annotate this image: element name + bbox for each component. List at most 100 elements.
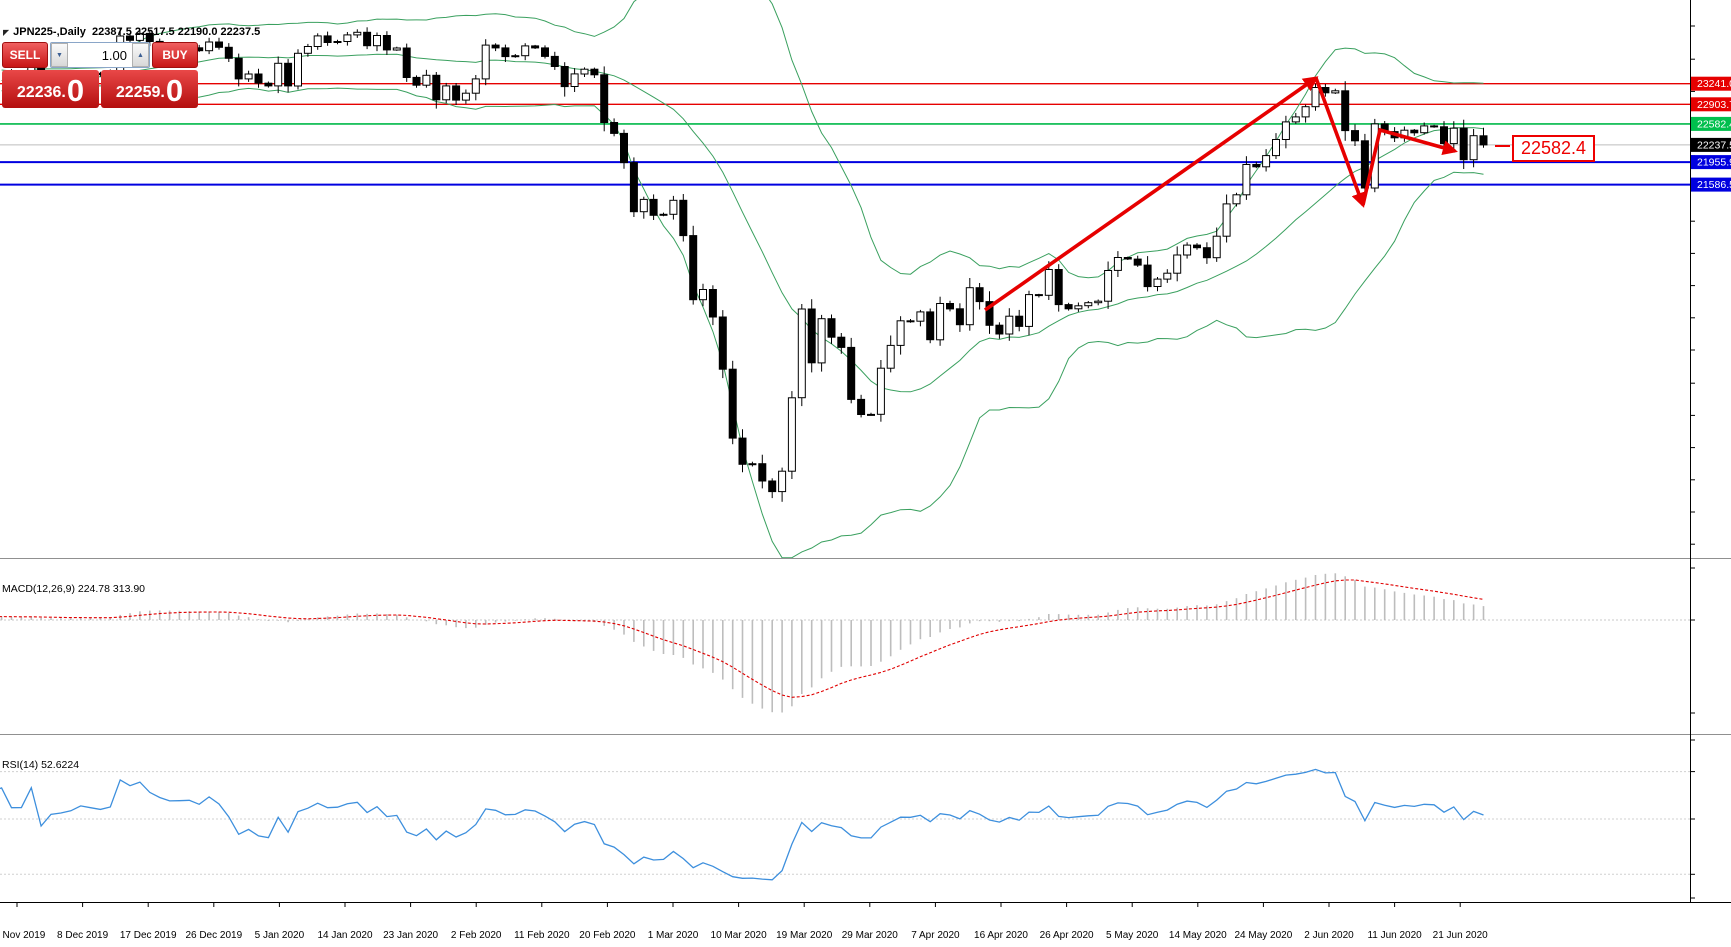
- svg-text:22582.4: 22582.4: [1697, 118, 1731, 130]
- candle: [1351, 130, 1359, 142]
- candle: [580, 68, 589, 75]
- candle: [333, 41, 342, 43]
- candle: [313, 35, 322, 48]
- date-label: 11 Feb 2020: [514, 930, 570, 941]
- candle: [985, 301, 994, 326]
- candle: [1469, 135, 1478, 161]
- candle: [126, 35, 134, 41]
- candle: [758, 463, 767, 482]
- candle: [669, 199, 678, 215]
- price-badge: 21955.9: [1691, 155, 1731, 170]
- candle: [1440, 126, 1448, 145]
- candle: [471, 78, 480, 94]
- date-label: 26 Apr 2020: [1039, 930, 1094, 941]
- date-label: 24 May 2020: [1234, 930, 1293, 941]
- candle: [511, 55, 520, 58]
- candle: [649, 198, 658, 216]
- candle: [1133, 258, 1142, 266]
- candle: [768, 480, 777, 493]
- candle: [620, 132, 628, 164]
- buy-price-box[interactable]: 22259. 0: [101, 70, 198, 108]
- candle: [461, 92, 470, 101]
- candle: [264, 82, 273, 87]
- buy-price-pip: 0: [165, 73, 184, 108]
- candle: [590, 68, 599, 76]
- trend-arrow: [983, 76, 1319, 312]
- candle: [1252, 164, 1261, 168]
- candle: [1410, 129, 1419, 134]
- ohlc-close: 22237.5: [220, 26, 261, 38]
- ohlc-open: 22387.5: [92, 26, 132, 38]
- candle: [1449, 127, 1458, 145]
- candle: [610, 122, 619, 134]
- candle: [955, 308, 964, 326]
- candle: [274, 62, 283, 87]
- svg-text:22903.7: 22903.7: [1697, 99, 1731, 111]
- trend-arrow: [1314, 77, 1366, 208]
- candle: [1074, 305, 1083, 310]
- candle: [659, 213, 668, 216]
- candle: [1025, 294, 1033, 327]
- one-click-trade-panel: SELL ▼ 1.00 ▲ BUY 22236. 0 22259. 0: [2, 42, 198, 108]
- volume-down-button[interactable]: ▼: [51, 43, 68, 67]
- candle: [244, 73, 253, 80]
- macd-label: MACD(12,26,9) 224.78 313.90: [2, 583, 146, 595]
- candle: [896, 320, 905, 346]
- candle: [699, 289, 707, 301]
- chart-canvas[interactable]: 24187.023643.023115.022059.021531.020987…: [0, 0, 1731, 925]
- volume-spinner: ▼ 1.00 ▲: [50, 42, 150, 68]
- macd-pane: [0, 573, 1690, 713]
- candle: [995, 324, 1004, 335]
- candle: [531, 45, 540, 49]
- ohlc-low: 22190.0: [177, 26, 218, 38]
- volume-up-button[interactable]: ▲: [132, 43, 149, 67]
- candle: [708, 289, 717, 318]
- svg-text:21955.9: 21955.9: [1697, 157, 1731, 169]
- candle: [679, 199, 688, 237]
- candle: [1104, 270, 1113, 302]
- date-label: 19 Mar 2020: [776, 930, 833, 941]
- sell-price-box[interactable]: 22236. 0: [2, 70, 99, 108]
- symbol-header: ◤ JPN225-,Daily 22387.5 22517.5 22190.0 2…: [3, 26, 260, 38]
- candle: [1272, 139, 1280, 157]
- candle: [807, 308, 816, 364]
- candle: [797, 308, 806, 399]
- volume-input[interactable]: 1.00: [101, 47, 127, 63]
- candle: [343, 34, 352, 43]
- candle: [1420, 125, 1429, 134]
- candle: [303, 46, 312, 54]
- candle: [215, 41, 223, 48]
- candle: [847, 346, 856, 400]
- candle: [1212, 235, 1221, 259]
- candle: [1143, 264, 1152, 288]
- macd-signal-line: [0, 579, 1484, 698]
- date-label: 8 Dec 2019: [57, 930, 109, 941]
- date-axis: 28 Nov 2019 8 Dec 2019 17 Dec 2019 26 Dec 2…: [0, 926, 1731, 947]
- sell-button[interactable]: SELL: [2, 42, 48, 68]
- candle: [560, 66, 569, 88]
- date-label: 29 Mar 2020: [841, 930, 898, 941]
- candle: [600, 74, 609, 124]
- candle: [294, 52, 302, 87]
- annotation-connector: [1495, 145, 1510, 147]
- candle: [1183, 244, 1192, 256]
- svg-text:21586.5: 21586.5: [1697, 179, 1731, 191]
- buy-button[interactable]: BUY: [152, 42, 198, 68]
- date-label: 2 Jun 2020: [1304, 930, 1354, 941]
- collapse-icon[interactable]: ◤: [3, 27, 10, 37]
- candle: [284, 62, 293, 87]
- candle: [382, 35, 391, 51]
- candle: [1054, 269, 1063, 306]
- candle: [501, 47, 510, 58]
- candle: [876, 367, 885, 415]
- candle: [689, 235, 698, 301]
- date-label: 17 Dec 2019: [119, 930, 177, 941]
- date-label: 23 Jan 2020: [383, 930, 439, 941]
- candle: [1430, 125, 1439, 128]
- rsi-pane: [0, 768, 1690, 881]
- price-annotation[interactable]: 22582.4: [1512, 135, 1595, 162]
- candle: [1242, 164, 1251, 196]
- price-badge: 21586.5: [1691, 177, 1731, 192]
- date-label: 28 Nov 2019: [0, 930, 46, 941]
- candle: [570, 73, 579, 88]
